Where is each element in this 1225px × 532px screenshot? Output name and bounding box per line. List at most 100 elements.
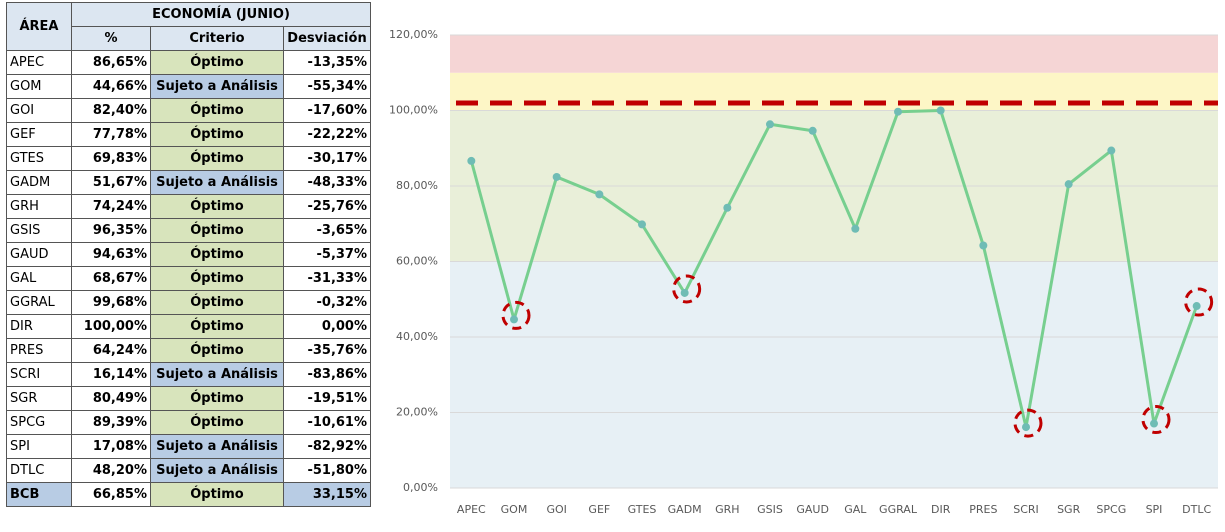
highlight-circle	[501, 300, 531, 330]
percent-cell: 17,08%	[71, 434, 151, 459]
percent-cell: 51,67%	[71, 170, 151, 195]
table-row: GOM 44,66% Sujeto a Análisis -55,34%	[6, 74, 371, 99]
area-cell: GRH	[6, 194, 72, 219]
table-row: GTES 69,83% Óptimo -30,17%	[6, 146, 371, 171]
x-tick-label: DTLC	[1182, 503, 1211, 516]
criterion-cell: Óptimo	[150, 218, 284, 243]
deviation-cell: -17,60%	[283, 98, 371, 123]
table-row: DTLC 48,20% Sujeto a Análisis -51,80%	[6, 458, 371, 483]
area-cell: BCB	[6, 482, 72, 507]
x-tick-label: DIR	[931, 503, 951, 516]
percent-cell: 80,49%	[71, 386, 151, 411]
deviation-cell: -51,80%	[283, 458, 371, 483]
criterion-cell: Óptimo	[150, 314, 284, 339]
criterion-cell: Óptimo	[150, 386, 284, 411]
data-point	[595, 190, 604, 199]
criterion-cell: Óptimo	[150, 146, 284, 171]
x-tick-label: SPCG	[1096, 503, 1126, 516]
area-cell: APEC	[6, 50, 72, 75]
data-point	[1064, 180, 1073, 189]
table-row: GAUD 94,63% Óptimo -5,37%	[6, 242, 371, 267]
percent-cell: 86,65%	[71, 50, 151, 75]
data-point	[1150, 419, 1158, 428]
header-cell: ÁREA	[6, 2, 72, 51]
area-cell: GOM	[6, 74, 72, 99]
table-row: % Criterio Desviación	[7, 26, 371, 51]
data-point	[467, 156, 476, 165]
data-point	[936, 106, 945, 115]
deviation-cell: -35,76%	[283, 338, 371, 363]
percent-cell: 74,24%	[71, 194, 151, 219]
deviation-cell: -82,92%	[283, 434, 371, 459]
table-row: GOI 82,40% Óptimo -17,60%	[6, 98, 371, 123]
table-row: GSIS 96,35% Óptimo -3,65%	[6, 218, 371, 243]
area-cell: DIR	[6, 314, 72, 339]
deviation-cell: -5,37%	[283, 242, 371, 267]
x-tick-label: GTES	[628, 503, 657, 516]
area-cell: GAL	[6, 266, 72, 291]
criterion-cell: Sujeto a Análisis	[150, 458, 284, 483]
area-cell: DTLC	[6, 458, 72, 483]
data-point	[808, 126, 817, 135]
data-point	[680, 288, 689, 297]
table-row: GGRAL 99,68% Óptimo -0,32%	[6, 290, 371, 315]
criterion-cell: Óptimo	[150, 50, 284, 75]
area-cell: GOI	[6, 98, 72, 123]
percent-cell: 64,24%	[71, 338, 151, 363]
x-tick-label: SPI	[1146, 503, 1163, 516]
deviation-cell: -83,86%	[283, 362, 371, 387]
y-tick-label: 40,00%	[396, 330, 438, 343]
x-tick-label: GSIS	[757, 503, 783, 516]
deviation-cell: -19,51%	[283, 386, 371, 411]
criterion-cell: Óptimo	[150, 290, 284, 315]
percent-cell: 89,39%	[71, 410, 151, 435]
percent-cell: 77,78%	[71, 122, 151, 147]
x-tick-label: GRH	[715, 503, 739, 516]
criterion-cell: Óptimo	[150, 410, 284, 435]
deviation-cell: -10,61%	[283, 410, 371, 435]
x-tick-label: GEF	[588, 503, 610, 516]
table-row: GRH 74,24% Óptimo -25,76%	[6, 194, 371, 219]
deviation-cell: -22,22%	[283, 122, 371, 147]
table-row: SPCG 89,39% Óptimo -10,61%	[6, 410, 371, 435]
area-cell: PRES	[6, 338, 72, 363]
data-point	[723, 203, 732, 212]
deviation-cell: -0,32%	[283, 290, 371, 315]
criterion-cell: Óptimo	[150, 482, 284, 507]
area-cell: GADM	[6, 170, 72, 195]
y-tick-label: 100,00%	[389, 104, 438, 117]
table-row: APEC 86,65% Óptimo -13,35%	[6, 50, 371, 75]
criterion-cell: Óptimo	[150, 242, 284, 267]
area-cell: SPCG	[6, 410, 72, 435]
data-point	[894, 107, 902, 116]
data-point	[1107, 146, 1116, 155]
data-point	[851, 224, 860, 233]
x-tick-label: GADM	[668, 503, 702, 516]
data-line	[469, 109, 1199, 429]
table-row: ÁREA ECONOMÍA (JUNIO)	[6, 2, 371, 51]
x-tick-label: GGRAL	[879, 503, 918, 516]
table-row: BCB 66,85% Óptimo 33,15%	[6, 482, 371, 507]
area-cell: GGRAL	[6, 290, 72, 315]
deviation-cell: -3,65%	[283, 218, 371, 243]
percent-cell: 16,14%	[71, 362, 151, 387]
percent-cell: 48,20%	[71, 458, 151, 483]
data-point	[510, 315, 518, 324]
header-cell: %	[71, 26, 151, 51]
threshold-band	[450, 261, 1218, 488]
header-cell: ECONOMÍA (JUNIO)	[71, 2, 371, 27]
deviation-cell: -31,33%	[283, 266, 371, 291]
area-cell: GTES	[6, 146, 72, 171]
data-table: ÁREA ECONOMÍA (JUNIO)% Criterio Desviación A…	[6, 2, 371, 507]
deviation-cell: -55,34%	[283, 74, 371, 99]
x-tick-label: GAUD	[796, 503, 829, 516]
header-cell: Criterio	[150, 26, 284, 51]
percent-cell: 94,63%	[71, 242, 151, 267]
x-tick-label: GAL	[844, 503, 867, 516]
highlight-circle	[672, 274, 702, 304]
y-tick-label: 0,00%	[403, 481, 438, 494]
data-point	[638, 220, 646, 229]
y-tick-label: 120,00%	[389, 28, 438, 41]
criterion-cell: Óptimo	[150, 122, 284, 147]
criterion-cell: Sujeto a Análisis	[150, 170, 284, 195]
